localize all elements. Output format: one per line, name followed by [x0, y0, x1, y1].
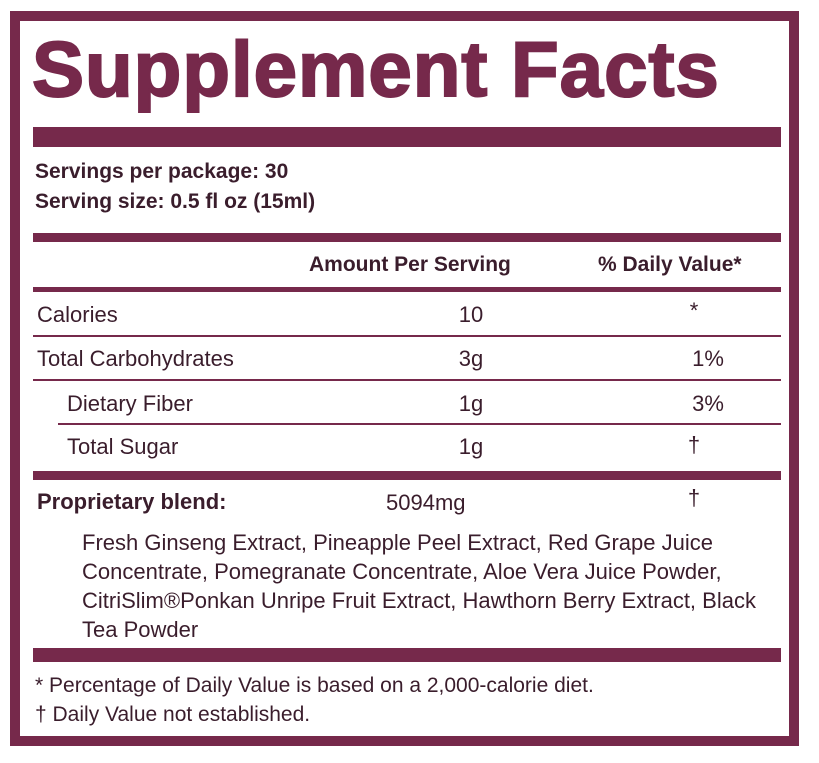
panel-title: Supplement Facts: [31, 24, 720, 114]
row-divider: [58, 423, 781, 425]
footnote-daily-value: * Percentage of Daily Value is based on …: [35, 674, 594, 697]
nutrient-amount-total-sugar: 1g: [458, 434, 484, 459]
nutrient-dv-total-sugar: †: [687, 432, 701, 457]
blend-divider: [33, 471, 781, 480]
row-divider: [33, 335, 781, 337]
nutrient-dv-total-carbohydrates: 1%: [692, 346, 724, 371]
proprietary-blend-ingredients: Fresh Ginseng Extract, Pineapple Peel Ex…: [82, 530, 756, 642]
footnote-not-established: † Daily Value not established.: [35, 703, 311, 726]
proprietary-blend-label: Proprietary blend:: [37, 489, 227, 514]
nutrient-name-dietary-fiber: Dietary Fiber: [67, 391, 193, 416]
daily-value-header: % Daily Value*: [598, 253, 742, 276]
nutrient-dv-dietary-fiber: 3%: [692, 391, 724, 416]
servings-per-package: Servings per package: 30: [35, 160, 289, 183]
thick-divider-top: [33, 127, 781, 147]
header-divider: [33, 287, 781, 292]
proprietary-blend-dv: †: [687, 485, 701, 510]
medium-divider: [33, 233, 781, 242]
proprietary-blend-amount: 5094mg: [386, 490, 466, 515]
amount-per-serving-header: Amount Per Serving: [309, 253, 511, 276]
nutrient-amount-calories: 10: [458, 302, 484, 327]
serving-size: Serving size: 0.5 fl oz (15ml): [35, 190, 316, 213]
nutrient-name-total-sugar: Total Sugar: [67, 434, 179, 459]
row-divider: [33, 379, 781, 381]
thick-divider-bottom: [33, 648, 781, 662]
nutrient-amount-total-carbohydrates: 3g: [458, 346, 484, 371]
nutrient-name-calories: Calories: [37, 302, 118, 327]
nutrient-dv-calories: *: [689, 298, 699, 323]
nutrient-amount-dietary-fiber: 1g: [458, 391, 484, 416]
nutrient-name-total-carbohydrates: Total Carbohydrates: [37, 346, 234, 371]
